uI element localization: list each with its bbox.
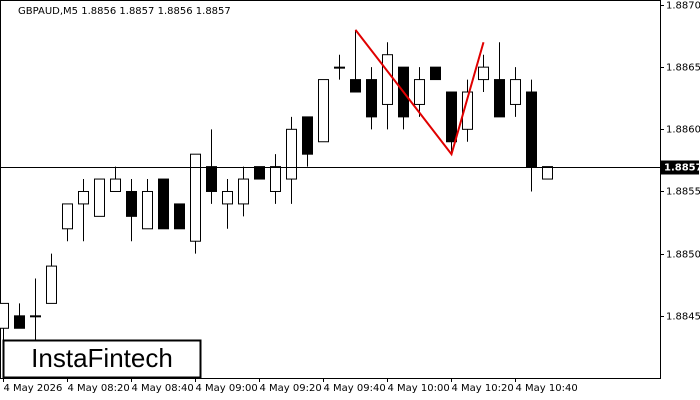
candle-body bbox=[238, 178, 249, 205]
pattern-line bbox=[354, 29, 485, 157]
candle-body bbox=[126, 190, 137, 217]
candle-body bbox=[286, 128, 297, 180]
x-tick-label: 4 May 09:40 bbox=[324, 383, 386, 394]
x-tick-label: 4 May 09:00 bbox=[196, 383, 258, 394]
candle-body bbox=[526, 91, 537, 168]
header-low: 1.8856 bbox=[158, 6, 193, 17]
x-tick-label: 4 May 10:00 bbox=[388, 383, 450, 394]
candle-body bbox=[62, 203, 73, 230]
watermark: InstaFintech bbox=[31, 343, 173, 373]
candle-body bbox=[206, 166, 217, 192]
candle-body bbox=[366, 79, 377, 118]
symbol: GBPAUD,M5 bbox=[18, 6, 78, 17]
candle-body bbox=[494, 79, 505, 118]
candle-body bbox=[446, 91, 457, 143]
y-tick-label: 1.8855 bbox=[666, 187, 700, 198]
x-tick-label: 4 May 10:20 bbox=[452, 383, 514, 394]
watermark-box bbox=[2, 339, 202, 379]
candle-body bbox=[430, 66, 441, 81]
candle-body bbox=[462, 91, 473, 130]
candle-body bbox=[110, 178, 121, 192]
candle-body bbox=[46, 265, 57, 304]
x-tick-label: 4 May 08:20 bbox=[68, 383, 130, 394]
y-tick-label: 1.8865 bbox=[666, 63, 700, 74]
candle-body bbox=[94, 178, 105, 217]
candle-body bbox=[142, 190, 153, 230]
candle-body bbox=[542, 166, 553, 180]
candle-body bbox=[270, 166, 281, 192]
candle-body bbox=[222, 190, 233, 205]
candle-body bbox=[382, 54, 393, 105]
candle-body bbox=[14, 315, 25, 329]
candle-body bbox=[78, 190, 89, 205]
candle-body bbox=[510, 79, 521, 105]
candle-body bbox=[190, 153, 201, 242]
candle-body bbox=[318, 79, 329, 143]
candle-body bbox=[478, 66, 489, 81]
x-tick-label: 4 May 10:40 bbox=[516, 383, 578, 394]
candle-body bbox=[30, 315, 41, 318]
plot-frame bbox=[0, 0, 661, 379]
candle-body bbox=[158, 178, 169, 230]
x-tick-label: 4 May 2026 bbox=[4, 383, 63, 394]
last-price-box bbox=[661, 160, 699, 175]
candle-body bbox=[254, 166, 265, 180]
y-tick-label: 1.8870 bbox=[666, 1, 700, 12]
candle-body bbox=[0, 302, 9, 329]
candle-body bbox=[334, 66, 345, 69]
header-close: 1.8857 bbox=[196, 6, 231, 17]
y-tick-label: 1.8845 bbox=[666, 312, 700, 323]
y-tick-label: 1.8850 bbox=[666, 250, 700, 261]
candle-body bbox=[414, 79, 425, 105]
candle-body bbox=[350, 79, 361, 93]
header-high: 1.8857 bbox=[119, 6, 154, 17]
y-tick-label: 1.8860 bbox=[666, 125, 700, 136]
x-tick-label: 4 May 09:20 bbox=[260, 383, 322, 394]
header-open: 1.8856 bbox=[81, 6, 116, 17]
candle-body bbox=[174, 203, 185, 230]
chart-header: GBPAUD,M5 1.8856 1.8857 1.8856 1.8857 bbox=[18, 6, 231, 17]
candle-body bbox=[302, 116, 313, 155]
last-price-label: 1.8857 bbox=[664, 163, 700, 174]
x-tick-label: 4 May 08:40 bbox=[132, 383, 194, 394]
